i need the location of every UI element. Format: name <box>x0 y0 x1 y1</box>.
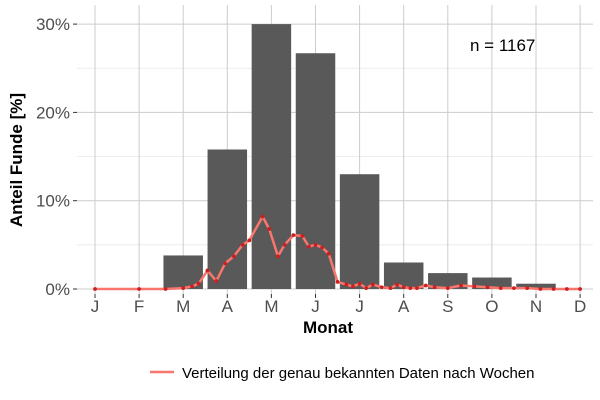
line-series-point <box>578 287 582 291</box>
line-series-point <box>300 234 305 238</box>
line-series-point <box>223 261 227 266</box>
line-series-point <box>525 286 530 291</box>
bar-A <box>383 262 424 289</box>
line-series-point <box>551 287 556 291</box>
line-series-point <box>232 254 236 259</box>
line-series-point <box>320 245 325 250</box>
y-axis-ticks: 0% 10% 20% 30% <box>36 15 77 299</box>
x-tick-label: N <box>530 297 542 316</box>
line-series-point <box>247 238 252 243</box>
line-series-point <box>240 242 245 247</box>
y-tick-label: 30% <box>36 15 70 34</box>
line-series-point <box>163 287 168 291</box>
x-tick-label: F <box>134 297 144 316</box>
x-tick-label: S <box>442 297 453 316</box>
line-series-point <box>344 282 349 287</box>
bar-M <box>251 24 292 289</box>
line-series-point <box>395 282 399 287</box>
line-series-point <box>267 227 272 231</box>
line-series-point <box>291 233 296 238</box>
line-series-point <box>512 286 516 291</box>
line-series-point <box>459 283 463 288</box>
x-tick-label: J <box>91 297 100 316</box>
y-axis-title: Anteil Funde [%] <box>7 93 26 227</box>
x-tick-label: J <box>311 297 320 316</box>
bar-J <box>295 53 336 289</box>
y-tick-label: 10% <box>36 192 70 211</box>
line-series-point <box>276 254 280 259</box>
line-series-point <box>313 242 318 247</box>
line-series-point <box>364 286 369 291</box>
sample-size-annotation: n = 1167 <box>470 36 535 55</box>
line-series-point <box>370 282 375 287</box>
x-tick-label: A <box>398 297 410 316</box>
line-series-point <box>282 242 287 247</box>
bar-J <box>339 174 380 289</box>
legend: Verteilung der genau bekannten Daten nac… <box>150 365 535 382</box>
line-series-point <box>137 287 142 291</box>
bars <box>163 24 556 289</box>
bar-O <box>472 277 512 289</box>
line-series-point <box>326 251 331 256</box>
line-series-point <box>205 268 210 273</box>
y-tick-label: 20% <box>36 103 70 122</box>
x-tick-label: A <box>222 297 234 316</box>
line-series-point <box>445 286 450 291</box>
line-series-point <box>214 279 219 283</box>
x-tick-label: O <box>485 297 498 316</box>
line-series-point <box>432 285 437 290</box>
line-series-point <box>379 285 384 290</box>
line-series-point <box>260 214 265 219</box>
line-series-point <box>93 287 97 291</box>
bar-A <box>207 149 248 289</box>
line-series-point <box>472 284 477 289</box>
line-series-point <box>388 286 393 291</box>
line-series-point <box>196 281 201 286</box>
line-series-point <box>351 284 355 289</box>
x-tick-label: M <box>264 297 278 316</box>
line-series-point <box>306 244 311 249</box>
x-axis-title: Monat <box>303 318 353 337</box>
x-tick-label: D <box>574 297 586 316</box>
line-series-point <box>408 286 413 291</box>
line-series-point <box>415 286 419 291</box>
line-series-point <box>401 285 406 290</box>
line-series-point <box>181 286 186 291</box>
x-tick-label: J <box>355 297 364 316</box>
line-series <box>93 214 582 291</box>
line-series-point <box>498 286 503 291</box>
line-series-point <box>538 287 543 291</box>
line-series-point <box>564 287 569 291</box>
line-series-point <box>357 281 362 286</box>
x-tick-label: M <box>176 297 190 316</box>
line-series-point <box>423 283 428 288</box>
line-series-point <box>485 285 490 290</box>
bar-N <box>516 283 556 289</box>
line-series-point <box>335 280 340 284</box>
legend-label: Verteilung der genau bekannten Daten nac… <box>182 365 535 382</box>
line-series-point <box>190 284 194 289</box>
y-tick-label: 0% <box>45 280 70 299</box>
